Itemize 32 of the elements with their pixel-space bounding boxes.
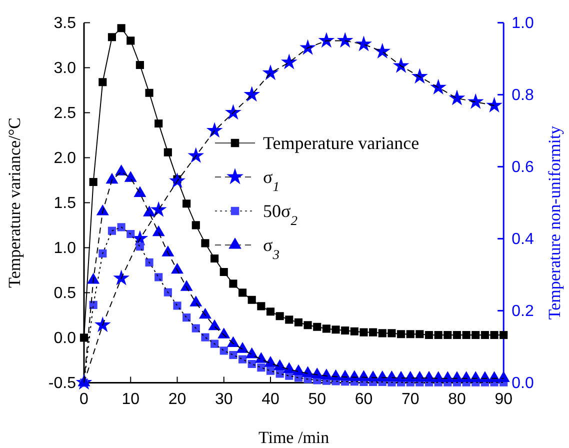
y-axis-title: Temperature variance/°C (5, 118, 24, 288)
y-tick-label: 0.5 (54, 284, 76, 302)
y2-tick-label: 0.6 (512, 158, 534, 176)
x-axis-title: Time /min (258, 428, 330, 447)
y2-tick-label: 0.8 (512, 86, 534, 104)
y-tick-label: 2.5 (54, 104, 76, 122)
legend-label: Temperature variance (263, 133, 420, 153)
x-tick-label: 80 (448, 391, 466, 408)
y2-tick-label: 0.0 (512, 374, 534, 392)
y-tick-label: 2.0 (54, 150, 76, 167)
y2-tick-label: 0.2 (512, 302, 534, 320)
x-tick-label: 90 (494, 391, 513, 408)
x-tick-label: 60 (354, 391, 373, 408)
y2-axis-title: Temperature non-uniformity (545, 125, 564, 320)
y2-tick-label: 0.4 (512, 230, 534, 248)
y-tick-label: 1.0 (54, 240, 76, 257)
y2-tick-label: 1.0 (512, 14, 534, 32)
x-tick-label: 10 (122, 391, 140, 408)
x-tick-label: 40 (262, 391, 280, 408)
y-tick-label: 3.5 (54, 14, 76, 32)
y-tick-label: 3.0 (54, 60, 76, 77)
y-tick-label: 1.5 (54, 194, 76, 212)
y-tick-label: -0.5 (48, 374, 76, 392)
x-tick-label: 0 (80, 391, 89, 408)
x-tick-label: 70 (401, 391, 420, 408)
legend-label: σ$_{3}$ (263, 235, 280, 262)
y-tick-label: 0.0 (54, 330, 76, 347)
x-tick-label: 50 (308, 391, 326, 408)
legend-label: σ$_{1}$ (263, 167, 280, 194)
legend-label: 50σ$_{2}$ (263, 201, 298, 228)
x-tick-label: 30 (214, 391, 233, 408)
x-tick-label: 20 (168, 391, 186, 408)
